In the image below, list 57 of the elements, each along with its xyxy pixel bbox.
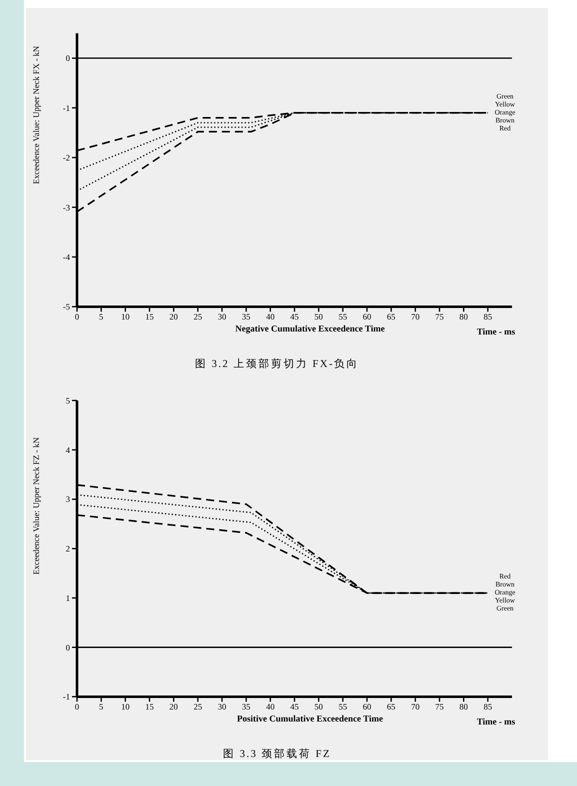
x-tick-label: 35 xyxy=(242,702,250,712)
y-tick-label: 1 xyxy=(66,592,70,603)
x-tick-label: 85 xyxy=(484,702,492,712)
y-axis-title: Exceedence Value: Upper Neck FX - kN xyxy=(30,46,41,184)
x-tick-label: 60 xyxy=(362,702,372,712)
y-tick-label: 0 xyxy=(66,642,70,652)
x-tick-label: 10 xyxy=(121,312,130,322)
y-axis-title: Exceedence Value: Upper Neck FZ - kN xyxy=(30,437,41,575)
x-tick-label: 30 xyxy=(218,702,226,712)
x-tick-label: 80 xyxy=(459,312,468,322)
x-tick-label: 15 xyxy=(145,702,154,712)
x-tick-label: 45 xyxy=(290,312,299,322)
x-tick-label: 45 xyxy=(290,702,299,712)
y-tick-label: -1 xyxy=(62,692,70,702)
x-tick-label: 55 xyxy=(338,312,348,322)
x-tick-label: 0 xyxy=(74,312,80,322)
x-tick-label: 40 xyxy=(266,312,275,322)
x-tick-label: 30 xyxy=(218,312,226,322)
x-tick-label: 25 xyxy=(194,312,202,322)
x-tick-label: 20 xyxy=(169,312,178,322)
x-tick-label: 0 xyxy=(74,702,80,712)
text: 图 3.2 上颈部剪切力 FX-负向 xyxy=(195,358,359,370)
x-tick-label: 65 xyxy=(386,702,396,712)
x-tick-label: 15 xyxy=(145,312,154,322)
x-tick-label: 65 xyxy=(386,312,396,322)
y-tick-label: 5 xyxy=(66,396,70,406)
x-tick-label: 70 xyxy=(411,312,420,322)
y-tick-label: 4 xyxy=(66,444,71,455)
x-tick-label: 70 xyxy=(411,702,420,712)
y-tick-label: -2 xyxy=(62,152,70,163)
y-tick-label: 0 xyxy=(66,53,70,64)
y-tick-label: -5 xyxy=(62,302,70,312)
x-tick-label: 80 xyxy=(459,702,468,712)
text: Time - ms xyxy=(476,716,516,726)
x-tick-label: 35 xyxy=(242,312,250,322)
y-tick-label: -4 xyxy=(62,252,71,262)
x-tick-label: 85 xyxy=(484,312,492,322)
y-tick-label: -1 xyxy=(62,102,70,113)
x-tick-label: 75 xyxy=(435,702,444,712)
x-tick-label: 5 xyxy=(99,312,104,322)
x-tick-label: 5 xyxy=(99,702,104,712)
x-tick-label: 10 xyxy=(121,702,130,712)
x-tick-label: 60 xyxy=(362,312,372,322)
y-tick-label: -3 xyxy=(62,202,70,212)
x-tick-label: 40 xyxy=(266,702,275,712)
x-tick-label: 50 xyxy=(314,312,323,322)
y-tick-label: 2 xyxy=(66,544,70,554)
x-tick-label: 55 xyxy=(338,702,348,712)
x-tick-label: 75 xyxy=(435,312,444,322)
y-tick-label: 3 xyxy=(66,494,70,504)
x-tick-label: 25 xyxy=(194,702,202,712)
x-tick-label: 20 xyxy=(169,702,178,712)
text: Time - ms xyxy=(476,326,516,336)
x-axis-title: Positive Cumulative Exceedence Time xyxy=(237,713,383,724)
x-axis-title: Negative Cumulative Exceedence Time xyxy=(235,323,385,334)
x-tick-label: 50 xyxy=(314,702,323,712)
text: 图 3.3 颈部载荷 FZ xyxy=(223,748,331,760)
